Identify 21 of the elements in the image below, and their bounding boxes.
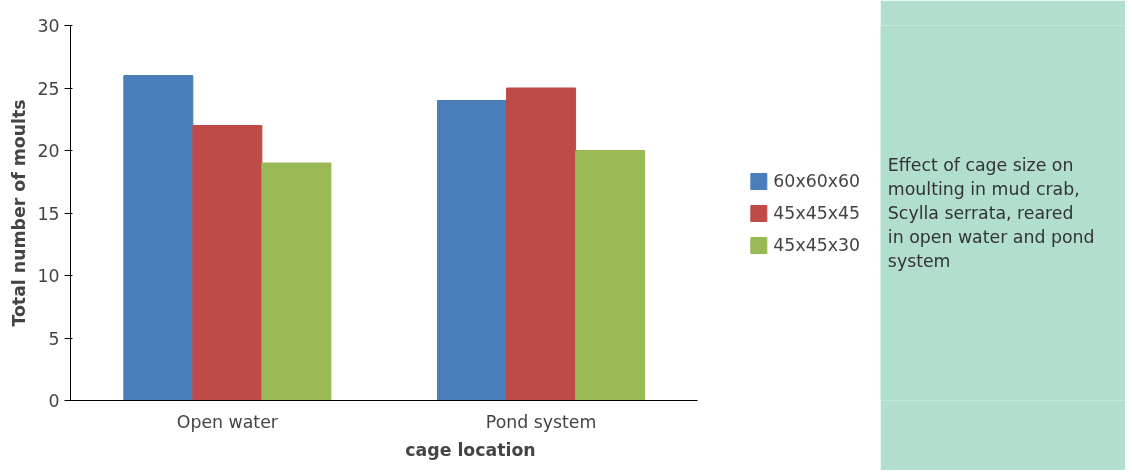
bar	[575, 150, 646, 401]
x-axis-title: cage location	[405, 439, 536, 460]
y-tick-label: 0	[48, 391, 60, 411]
legend-label: 60x60x60	[773, 170, 860, 191]
legend-label: 45x45x45	[773, 202, 860, 223]
bar	[261, 162, 332, 401]
bar	[437, 100, 508, 401]
y-tick-label: 15	[37, 203, 60, 224]
y-tick-label: 25	[37, 78, 60, 99]
text: Effect of cage size on moulting in mud crab, Scylla serrata, reared in open water and pond system	[887, 155, 1095, 271]
y-tick-label: 20	[37, 141, 60, 161]
y-tick-label: 10	[37, 266, 60, 286]
y-tick-label: 30	[37, 16, 60, 36]
x-tick-label: Pond system	[485, 411, 597, 432]
x-tick-label: Open water	[176, 411, 279, 432]
legend-label: 45x45x30	[773, 234, 860, 255]
y-axis-title: Total number of moults	[9, 99, 30, 327]
y-tick-label: 5	[48, 328, 60, 349]
bar	[123, 75, 194, 401]
bar	[506, 87, 577, 401]
bar	[192, 125, 263, 401]
